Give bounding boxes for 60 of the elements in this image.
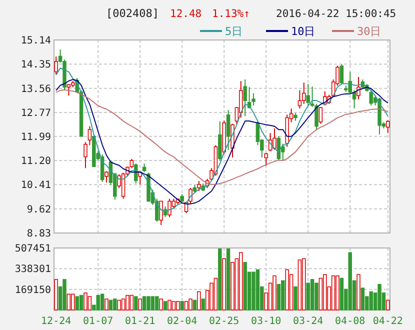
bar xyxy=(314,282,318,310)
legend-label: 10日 xyxy=(291,25,316,38)
x-tick-label: 04-22 xyxy=(372,316,403,327)
bar xyxy=(276,284,281,310)
bar xyxy=(100,294,104,310)
text: 12.48 xyxy=(170,8,202,20)
text: 1.13%↑ xyxy=(212,8,250,20)
bar xyxy=(146,296,150,310)
bar xyxy=(369,291,373,310)
y-tick-label: 11.99 xyxy=(20,132,51,143)
x-tick-label: 01-21 xyxy=(125,316,156,327)
bar xyxy=(281,280,285,310)
bar xyxy=(192,300,197,310)
bar xyxy=(310,279,314,310)
bar xyxy=(75,296,79,310)
y-tick-label: 11.20 xyxy=(20,156,51,168)
bar xyxy=(96,294,100,310)
bar xyxy=(360,288,365,310)
bar xyxy=(226,248,230,310)
y-tick-label: 338301 xyxy=(14,264,51,276)
y-tick-label: 14.35 xyxy=(20,60,51,71)
x-tick-label: 04-08 xyxy=(335,316,366,327)
bar xyxy=(256,269,260,310)
bar xyxy=(348,252,352,310)
y-tick-label: 15.14 xyxy=(20,36,51,46)
y-tick-label: 13.56 xyxy=(20,84,51,95)
legend-label: 5日 xyxy=(225,25,243,38)
bar xyxy=(201,298,205,310)
bar xyxy=(108,300,113,310)
bar xyxy=(62,279,66,310)
y-tick-label: 169150 xyxy=(14,284,51,296)
y-tick-label: 12.77 xyxy=(20,108,51,119)
bar xyxy=(243,262,247,310)
x-tick-label: 01-07 xyxy=(83,316,114,327)
bar xyxy=(134,296,138,310)
x-tick-label: 03-10 xyxy=(251,316,282,327)
y-tick-label: 9.62 xyxy=(26,204,51,216)
bar xyxy=(306,282,310,310)
x-tick-label: 12-24 xyxy=(41,316,72,327)
bar xyxy=(113,298,117,310)
text: 2016-04-22 15:00:45 xyxy=(276,8,396,20)
bar xyxy=(180,301,184,310)
bar xyxy=(294,286,298,310)
x-tick-label: 02-04 xyxy=(167,316,198,327)
bar xyxy=(218,248,222,310)
x-tick-label: 02-25 xyxy=(209,316,240,327)
bar xyxy=(163,301,168,310)
chart-title: [002408] xyxy=(106,7,159,20)
bar xyxy=(155,296,159,310)
y-tick-label: 10.41 xyxy=(20,180,51,192)
legend-label: 30日 xyxy=(357,25,382,38)
x-tick-label: 03-24 xyxy=(293,316,324,327)
bar xyxy=(378,284,382,310)
y-tick-label: 8.83 xyxy=(26,228,51,240)
bar xyxy=(79,294,84,310)
y-tick-label: 507451 xyxy=(14,244,51,254)
bar xyxy=(252,272,256,310)
bar xyxy=(150,296,155,310)
bar xyxy=(142,296,146,310)
bar xyxy=(340,278,344,310)
